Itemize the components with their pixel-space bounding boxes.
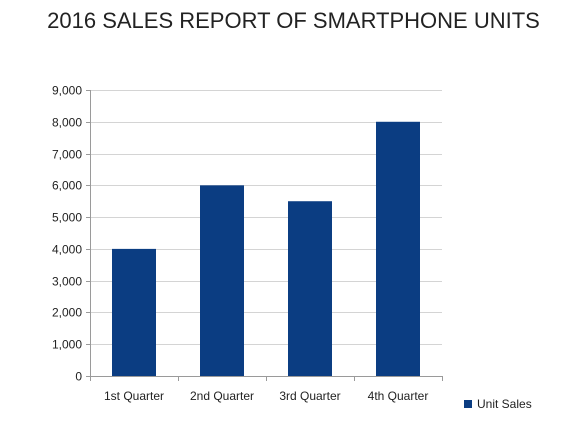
legend: Unit Sales: [464, 397, 532, 411]
x-tick-label: 4th Quarter: [368, 389, 429, 403]
y-tick-label: 8,000: [52, 116, 82, 130]
y-tick-label: 1,000: [52, 338, 82, 352]
legend-swatch: [464, 400, 472, 408]
bar-4: [376, 121, 420, 377]
x-tick-label: 2nd Quarter: [190, 389, 254, 403]
y-tick-label: 6,000: [52, 179, 82, 193]
x-tick-label: 1st Quarter: [104, 389, 164, 403]
y-axis-tick-labels: 0 1,000 2,000 3,000 4,000 5,000 6,000 7,000 8,00…: [52, 84, 82, 384]
bar-1: [112, 248, 156, 376]
y-tick-label: 9,000: [52, 84, 82, 98]
axes: [86, 90, 443, 381]
bar-3: [288, 201, 332, 376]
y-tick-label: 5,000: [52, 211, 82, 225]
x-axis-tick-labels: 1st Quarter 2nd Quarter 3rd Quarter 4th Qua…: [104, 389, 428, 403]
x-tick-label: 3rd Quarter: [279, 389, 340, 403]
y-tick-label: 3,000: [52, 275, 82, 289]
y-tick-label: 4,000: [52, 243, 82, 257]
y-tick-label: 0: [75, 370, 82, 384]
bar-2: [200, 185, 244, 376]
chart-title: 2016 SALES REPORT OF SMARTPHONE UNITS: [47, 8, 540, 33]
bars: [112, 121, 420, 377]
legend-label: Unit Sales: [477, 397, 532, 411]
y-tick-label: 2,000: [52, 306, 82, 320]
y-tick-label: 7,000: [52, 148, 82, 162]
